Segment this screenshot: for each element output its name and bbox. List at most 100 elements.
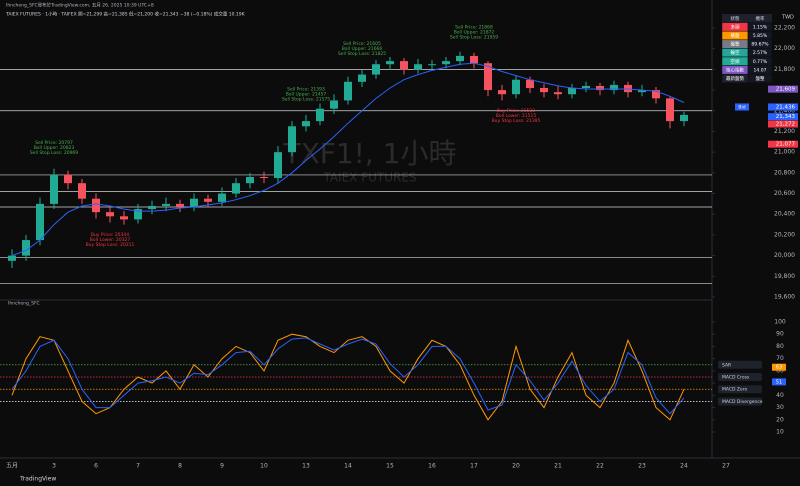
candle-body	[442, 61, 450, 65]
y-tick-label: 21,400	[774, 107, 795, 114]
annotation-text: Sell Price: 21868	[455, 24, 493, 30]
candle-body	[456, 55, 464, 62]
osc-tick-label: 80	[776, 343, 784, 350]
price-tag-side	[735, 103, 749, 111]
candle-body	[414, 64, 422, 70]
panel-text: 5.85%	[753, 33, 768, 39]
candle-body	[652, 90, 660, 99]
y-tick-label: 20,800	[774, 169, 795, 176]
y-tick-label: 20,000	[774, 252, 795, 259]
panel-text: 0.77%	[753, 59, 768, 65]
candle-body	[134, 209, 142, 220]
panel-text: 最新盤勢	[726, 75, 744, 82]
candle-body	[176, 203, 184, 207]
currency: TWD	[781, 15, 794, 21]
candle-body	[428, 64, 436, 66]
candle-body	[568, 88, 576, 95]
candle-body	[190, 198, 198, 207]
annotation-text: Sell Stop Loss: 21575	[282, 96, 330, 102]
annotation-text: Sell Price: 21605	[343, 41, 381, 47]
y-tick-label: 21,000	[774, 149, 795, 156]
x-tick-label: 24	[680, 463, 688, 470]
panel-header: 狀態	[731, 15, 740, 22]
candle-body	[246, 176, 254, 184]
x-tick-label: 23	[638, 463, 646, 470]
price-tag-label: 21,343	[776, 114, 796, 120]
x-tick-label: 22	[596, 463, 604, 470]
panel-cell	[747, 73, 773, 84]
annotation-text: Sell Price: 20797	[35, 140, 73, 146]
candle-body	[470, 55, 478, 64]
annotation-text: Sell Stop Loss: 20969	[30, 150, 78, 156]
osc-tick-label: 60	[776, 367, 784, 374]
x-tick-label: 3	[52, 463, 56, 470]
osc-tick-label: 10	[776, 429, 784, 436]
osc-tick-label: 90	[776, 331, 784, 338]
candle-body	[554, 92, 562, 95]
osc-tick-label: 20	[776, 416, 784, 423]
candle-body	[64, 174, 72, 184]
candle-body	[8, 255, 16, 261]
candle-body	[120, 216, 128, 220]
price-tag-side-label: Bid	[738, 105, 745, 111]
osc-level-name: SAR	[722, 362, 731, 368]
panel-text: 1.15%	[753, 24, 768, 30]
osc-level-badge	[718, 397, 762, 406]
x-tick-label: 17	[470, 463, 478, 470]
annotation-text: Buy Stop Loss: 20211	[86, 242, 135, 248]
annotation-text: Buy Price: 21522	[497, 108, 535, 114]
watermark-sub: TAIEX FUTURES	[322, 171, 416, 185]
candle-body	[92, 198, 100, 213]
price-tag-label: 21,609	[776, 87, 796, 93]
price-tag-label: 21,436	[776, 105, 796, 111]
y-tick-label: 21,800	[774, 66, 795, 73]
osc-level-badge	[718, 360, 762, 369]
osc-level-badge	[718, 373, 762, 381]
y-tick-label: 22,200	[774, 25, 795, 32]
annotation-text: Buy Price: 20344	[91, 232, 129, 238]
candle-body	[36, 203, 44, 241]
panel-header-bg	[722, 14, 772, 23]
annotation-text: Sell Stop Loss: 21959	[450, 34, 498, 40]
candle-body	[372, 64, 380, 75]
candle-body	[260, 176, 268, 179]
candle-body	[582, 85, 590, 89]
brand: TradingView	[19, 476, 56, 483]
candle-body	[288, 126, 296, 153]
panel-text: 空頭	[731, 58, 740, 65]
subtitle: TAIEX FUTURES · 1小時 · TAIFEX 開=21,299 高=…	[5, 11, 246, 18]
candle-body	[596, 85, 604, 91]
annotation-text: Boll Upper: 21872	[454, 29, 495, 35]
annotation-text: Boll Upper: 20823	[34, 145, 75, 151]
header: Ihncheng_SFC發布於TradingView.com, 五月 26, 2…	[6, 2, 154, 9]
osc-level-badge	[718, 385, 762, 394]
panel-text: 盤整	[756, 75, 765, 82]
y-tick-label: 20,600	[774, 190, 795, 197]
candle-body	[148, 205, 156, 210]
x-tick-label: 20	[512, 463, 520, 470]
y-tick-label: 20,400	[774, 211, 795, 218]
annotation-text: Buy Stop Loss: 21395	[492, 118, 541, 124]
osc-last-label: 51	[776, 379, 782, 385]
candle-body	[358, 74, 366, 82]
x-tick-label: 16	[428, 463, 436, 470]
annotation-text: Sell Price: 21393	[287, 86, 325, 92]
osc-last-tag	[772, 378, 786, 386]
annotation-text: Boll Upper: 21457	[286, 91, 327, 97]
osc-tick-label: 70	[776, 355, 784, 362]
candle-body	[484, 63, 492, 91]
osc-tick-label: 100	[774, 319, 786, 326]
candle-body	[526, 79, 534, 89]
y-tick-label: 21,200	[774, 128, 795, 135]
watermark: TXF1!, 1小時	[282, 137, 456, 170]
candle-body	[610, 84, 618, 91]
osc-level-name: MACD Divergence	[722, 399, 763, 405]
candle-body	[540, 88, 548, 93]
candle-body	[512, 79, 520, 95]
y-tick-label: 20,200	[774, 231, 795, 238]
annotation-text: Boll Upper: 21666	[342, 46, 383, 52]
ma-line	[11, 62, 685, 257]
